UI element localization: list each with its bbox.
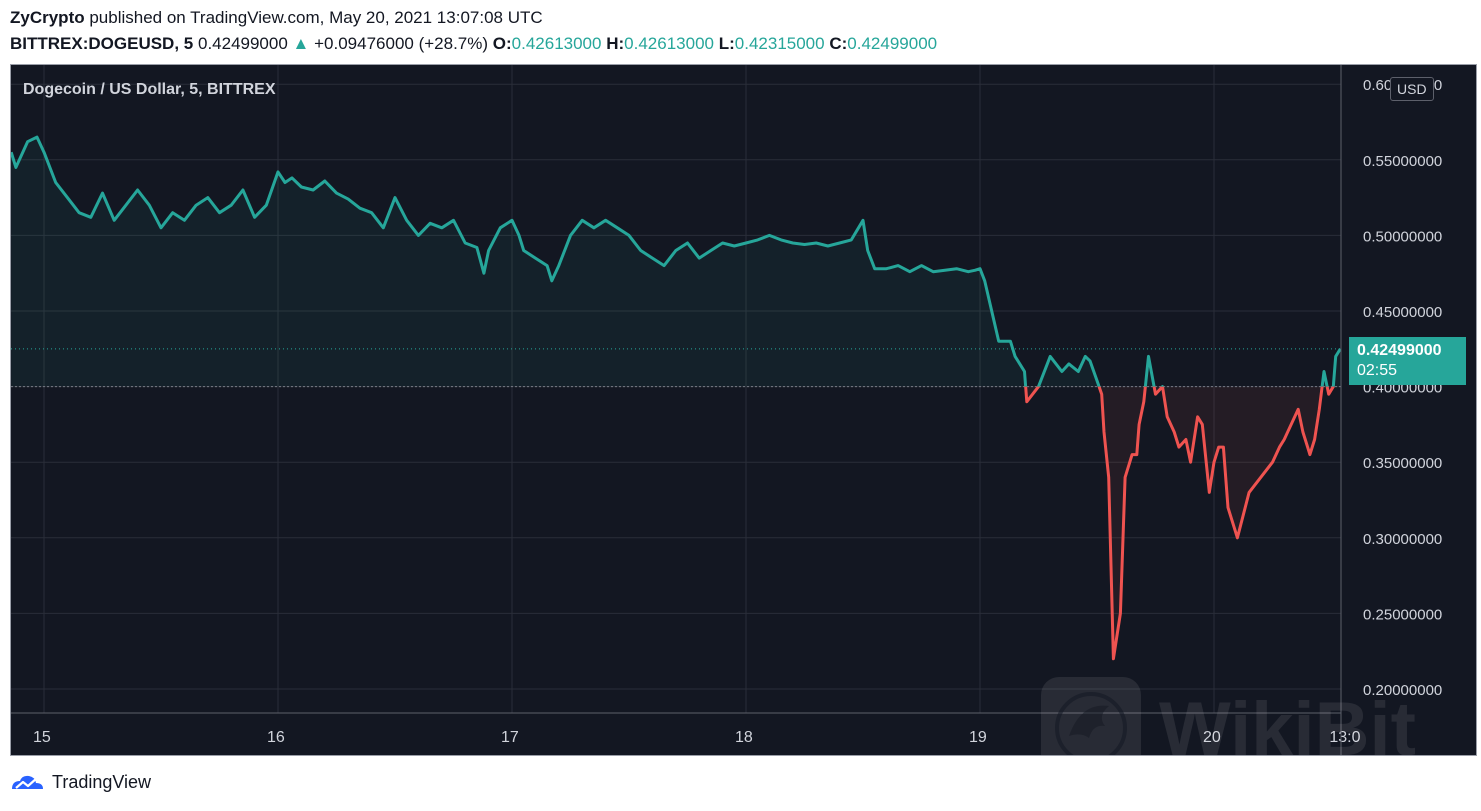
open-label: O: xyxy=(492,34,512,53)
eagle-icon xyxy=(1055,692,1127,755)
axes: 0.20000000 0.25000000 0.30000000 0.35000000… xyxy=(11,65,1442,755)
y-tick-label: 0.55000000 xyxy=(1363,153,1442,170)
symbol-name: BITTREX:DOGEUSD, 5 xyxy=(10,34,194,53)
last-price-text: 0.42499000 xyxy=(197,34,288,53)
watermark-text: WikiBit xyxy=(1159,687,1416,756)
x-tick-label: 19 xyxy=(969,729,987,746)
area-fill xyxy=(11,137,1341,659)
low-label: L: xyxy=(718,34,735,53)
symbol-info-bar: BITTREX:DOGEUSD, 5 0.42499000 ▲ +0.09476… xyxy=(10,34,937,54)
currency-badge[interactable]: USD xyxy=(1390,77,1434,101)
tradingview-brand: TradingView xyxy=(52,772,152,792)
y-tick-label: 0.20000000 xyxy=(1363,682,1442,699)
high-label: H: xyxy=(606,34,625,53)
y-tick-label: 0.45000000 xyxy=(1363,304,1442,321)
x-tick-label: 15 xyxy=(33,729,51,746)
last-price-tag-value: 0.42499000 xyxy=(1357,342,1442,359)
y-tick-label: 0.30000000 xyxy=(1363,531,1442,548)
high-value: 0.42613000 xyxy=(624,34,714,53)
area-fill-above xyxy=(11,137,1341,387)
bar-countdown: 02:55 xyxy=(1357,362,1398,379)
area-fill-below xyxy=(1025,386,1334,659)
author-name: ZyCrypto xyxy=(10,8,85,27)
close-label: C: xyxy=(829,34,848,53)
close-value: 0.42499000 xyxy=(847,34,938,53)
tradingview-footer[interactable]: TradingView xyxy=(10,772,151,793)
x-tick-label: 16 xyxy=(267,729,285,746)
published-text: published on TradingView.com, May 20, 20… xyxy=(84,8,543,27)
x-tick-label: 17 xyxy=(501,729,519,746)
tradingview-logo-icon xyxy=(12,775,43,789)
x-tick-label: 20 xyxy=(1203,729,1221,746)
y-tick-label: 0.25000000 xyxy=(1363,606,1442,623)
up-arrow-icon: ▲ xyxy=(292,34,310,53)
last-price-tag: 0.42499000 02:55 xyxy=(1349,337,1466,385)
x-tick-label: 18 xyxy=(735,729,753,746)
y-tick-label: 0.35000000 xyxy=(1363,455,1442,472)
publish-info: ZyCrypto published on TradingView.com, M… xyxy=(10,8,543,28)
y-tick-label: 0.50000000 xyxy=(1363,228,1442,245)
x-tick-label: 13:0 xyxy=(1329,729,1360,746)
chart-title: Dogecoin / US Dollar, 5, BITTREX xyxy=(23,81,276,98)
price-line-below-baseline xyxy=(1024,386,1335,661)
baseline-marker xyxy=(11,348,1341,388)
low-value: 0.42315000 xyxy=(734,34,825,53)
chart-area[interactable]: 0.20000000 0.25000000 0.30000000 0.35000000… xyxy=(10,64,1477,756)
price-line xyxy=(11,135,1341,661)
open-value: 0.42613000 xyxy=(511,34,602,53)
price-line-above-baseline xyxy=(11,135,1341,387)
price-chart[interactable]: 0.20000000 0.25000000 0.30000000 0.35000000… xyxy=(11,65,1477,756)
wikibit-watermark: WikiBit xyxy=(1041,677,1416,756)
price-change: +0.09476000 (+28.7%) xyxy=(314,34,489,53)
